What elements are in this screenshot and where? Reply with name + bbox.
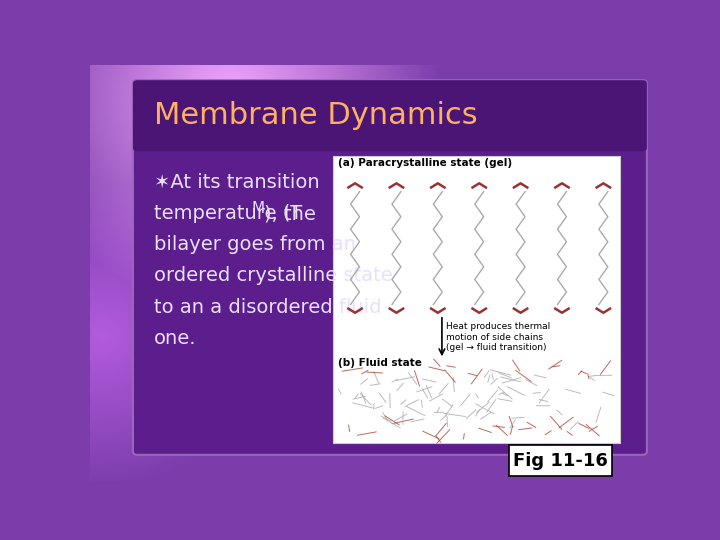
Text: (a) Paracrystalline state (gel): (a) Paracrystalline state (gel) <box>338 158 513 168</box>
Text: ✶At its transition: ✶At its transition <box>154 173 320 192</box>
Text: M: M <box>252 201 265 216</box>
Text: to an a disordered fluid: to an a disordered fluid <box>154 298 382 316</box>
Text: bilayer goes from an: bilayer goes from an <box>154 235 356 254</box>
Text: (b) Fluid state: (b) Fluid state <box>338 358 422 368</box>
FancyBboxPatch shape <box>133 80 647 151</box>
Text: one.: one. <box>154 329 197 348</box>
Bar <box>333 156 620 443</box>
Text: Membrane Dynamics: Membrane Dynamics <box>154 101 478 130</box>
Text: ), the: ), the <box>264 204 316 223</box>
Text: ordered crystalline state: ordered crystalline state <box>154 266 393 286</box>
Text: Heat produces thermal
motion of side chains
(gel → fluid transition): Heat produces thermal motion of side cha… <box>446 322 551 352</box>
FancyBboxPatch shape <box>508 446 612 476</box>
Bar <box>138 84 642 148</box>
Text: Fig 11-16: Fig 11-16 <box>513 452 608 470</box>
Text: temperature (T: temperature (T <box>154 204 302 223</box>
FancyBboxPatch shape <box>133 80 647 455</box>
